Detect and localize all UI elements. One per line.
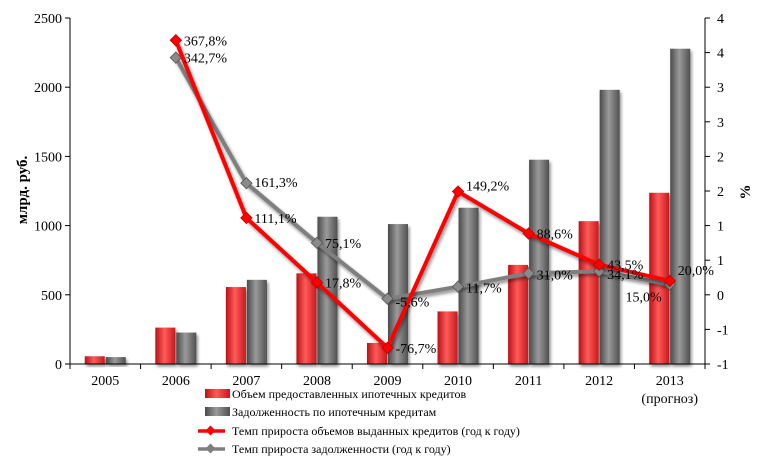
right-axis-title: % (738, 185, 754, 200)
data-label-issued-2011: 88,6% (537, 227, 574, 242)
right-y-tick-label: 3 (717, 116, 724, 131)
x-tick-label-2013: 2013 (656, 374, 684, 389)
left-y-tick-label: 1000 (34, 220, 62, 235)
x-tick-sublabel-2013: (прогноз) (641, 392, 698, 407)
bar-debt-2013 (670, 48, 691, 365)
data-label-debt-2007: 161,3% (254, 176, 298, 191)
bar-issued-2005 (84, 356, 105, 364)
right-y-tick-label: 1 (717, 220, 724, 235)
left-y-tick-label: 2000 (34, 81, 62, 96)
bar-issued-2007 (225, 287, 246, 364)
data-label-debt-2009: -5,6% (396, 296, 430, 311)
legend-swatch-bar-gray (205, 407, 230, 416)
data-label-debt-2011: 31,0% (537, 268, 574, 283)
marker-debt-2009 (381, 292, 394, 305)
marker-debt-2006 (169, 51, 183, 64)
bar-debt-2009 (388, 224, 408, 364)
right-y-tick-label: -1 (717, 323, 729, 338)
x-axis-ticks: 2005 2006 2007 2008 2009 2010 2011 2012 2013 (про… (69, 364, 706, 407)
left-y-tick-label: 500 (41, 289, 62, 304)
bar-issued-2011 (508, 264, 529, 364)
data-label-debt-2008: 75,1% (325, 237, 362, 252)
left-y-tick-label: 0 (55, 358, 62, 373)
right-y-tick-label: 2 (717, 150, 724, 165)
legend-label-line-gray: Темп прироста задолженности (год к году) (232, 442, 451, 456)
legend-marker-line-gray (205, 443, 216, 454)
right-y-tick-label: -1 (717, 358, 729, 373)
marker-issued-2011 (522, 227, 535, 240)
x-tick-label-2006: 2006 (162, 374, 190, 389)
marker-issued-2010 (451, 185, 465, 198)
marker-debt-2011 (522, 267, 535, 280)
x-tick-label-2009: 2009 (374, 374, 402, 389)
data-label-debt-2013: 15,0% (626, 290, 663, 305)
legend-label-line-red: Темп прироста объемов выданных кредитов … (232, 424, 520, 438)
marker-debt-2010 (451, 280, 465, 293)
x-tick-label-2010: 2010 (444, 374, 472, 389)
x-tick-label-2007: 2007 (232, 374, 260, 389)
legend-label-bar-red: Объем предоставленных ипотечных кредитов (232, 387, 466, 401)
bar-debt-2006 (176, 332, 197, 364)
data-label-issued-2010: 149,2% (466, 180, 510, 195)
bar-issued-2008 (296, 273, 317, 364)
data-label-issued-2009: -76,7% (396, 342, 437, 357)
x-tick-label-2012: 2012 (585, 374, 613, 389)
x-tick-label-2011: 2011 (515, 374, 542, 389)
left-y-axis-ticks: 0 500 1000 1500 2000 2500 (34, 12, 70, 373)
legend: Объем предоставленных ипотечных кредитов… (198, 387, 520, 456)
legend-swatch-bar-red (205, 389, 230, 398)
legend-label-bar-gray: Задолженность по ипотечным кредитам (232, 405, 437, 419)
x-tick-label-2008: 2008 (303, 374, 331, 389)
left-axis-title: млрд. руб. (15, 155, 31, 224)
data-labels-layer: 342,7% 161,3% 75,1% -5,6% 11,7% 31,0% 34,1% 15,… (184, 34, 714, 357)
marker-issued-2009 (381, 341, 394, 355)
line-debt-growth (174, 56, 671, 301)
right-y-tick-label: 0 (717, 289, 724, 304)
lines-layer (169, 34, 676, 355)
right-y-tick-label: 2 (717, 185, 724, 200)
marker-issued-2007 (240, 211, 253, 225)
marker-debt-2007 (240, 176, 253, 190)
bar-debt-2011 (529, 159, 550, 364)
line-issued-growth (173, 39, 671, 350)
data-label-debt-2006: 342,7% (184, 52, 228, 67)
marker-issued-2008 (310, 276, 324, 289)
bar-debt-2005 (105, 357, 126, 364)
bars-layer (84, 48, 691, 365)
marker-issued-2012 (592, 258, 606, 271)
data-label-debt-2012: 34,1% (607, 268, 644, 283)
legend-marker-line-red (205, 425, 216, 436)
right-y-axis-ticks: -1 -1 0 1 1 2 2 3 3 4 4 (705, 12, 729, 373)
data-label-issued-2006: 367,8% (184, 34, 228, 49)
bar-issued-2006 (155, 327, 176, 364)
bar-issued-2010 (437, 311, 458, 364)
right-y-tick-label: 4 (717, 47, 724, 62)
right-y-tick-label: 4 (717, 12, 724, 27)
x-tick-label-2005: 2005 (91, 374, 119, 389)
left-y-tick-label: 1500 (34, 150, 62, 165)
data-label-debt-2010: 11,7% (466, 282, 502, 297)
data-label-issued-2008: 17,8% (325, 276, 362, 291)
data-label-issued-2012: 43,5% (607, 259, 644, 274)
bar-debt-2007 (246, 279, 267, 364)
data-label-issued-2007: 111,1% (254, 212, 296, 227)
data-label-issued-2013: 20,0% (678, 264, 715, 279)
bar-issued-2012 (578, 221, 599, 364)
bar-debt-2012 (599, 89, 620, 365)
marker-issued-2013 (663, 274, 676, 288)
marker-debt-2012 (592, 264, 606, 278)
right-y-tick-label: 1 (717, 254, 724, 269)
left-y-tick-label: 2500 (34, 12, 62, 27)
marker-issued-2006 (169, 34, 183, 47)
marker-debt-2008 (310, 236, 324, 250)
right-y-tick-label: 3 (717, 81, 724, 96)
